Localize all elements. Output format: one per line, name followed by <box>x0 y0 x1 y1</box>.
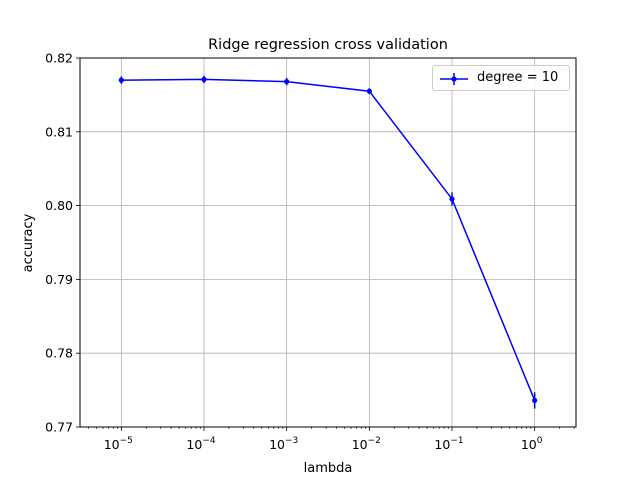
y-tick-label: 0.82 <box>45 51 73 66</box>
data-point <box>532 397 538 404</box>
data-point <box>449 196 455 202</box>
plot-frame <box>79 57 577 428</box>
y-tick-label: 0.77 <box>45 420 73 435</box>
x-tick-label: 100 <box>521 436 543 452</box>
y-axis: 0.77 0.78 0.79 0.80 0.81 0.82 <box>45 51 80 435</box>
grid-lines <box>80 57 576 428</box>
chart-title: Ridge regression cross validation <box>208 37 448 53</box>
data-point <box>366 88 372 94</box>
minor-ticks <box>88 427 575 429</box>
data-point <box>118 77 124 83</box>
x-tick-label: 10−5 <box>104 436 133 452</box>
x-tick-label: 10−1 <box>434 436 463 452</box>
x-tick-label: 10−3 <box>269 436 298 452</box>
legend-label: degree = 10 <box>477 70 559 85</box>
x-axis-label: lambda <box>304 461 353 476</box>
x-tick-label: 10−4 <box>186 436 215 452</box>
y-tick-label: 0.78 <box>45 346 73 361</box>
y-tick-label: 0.80 <box>45 198 73 213</box>
y-tick-label: 0.81 <box>45 124 73 139</box>
series-line <box>118 75 538 409</box>
data-point <box>284 79 290 85</box>
x-tick-label: 10−2 <box>352 436 381 452</box>
legend: degree = 10 <box>432 65 570 91</box>
data-point <box>201 76 207 83</box>
y-axis-label: accuracy <box>21 213 36 272</box>
series-line-path <box>121 78 536 401</box>
x-axis: 10−5 10−4 10−3 10−2 10−1 100 <box>104 427 543 452</box>
y-tick-label: 0.79 <box>45 272 73 287</box>
legend-swatch <box>440 73 468 85</box>
